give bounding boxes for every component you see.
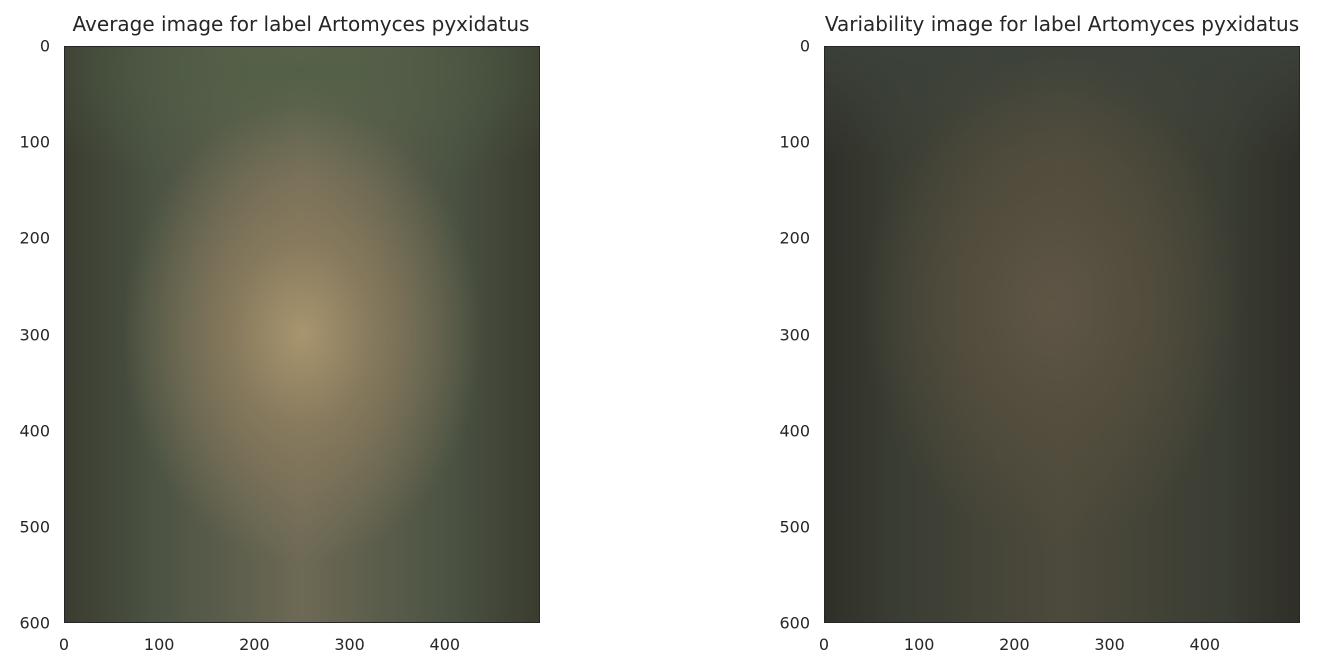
variability-image — [825, 47, 1299, 622]
y-tick-label: 300 — [779, 325, 810, 344]
x-tick-label: 200 — [999, 635, 1030, 654]
y-tick-label: 400 — [19, 421, 50, 441]
average-image-panel: Average image for label Artomyces pyxida… — [0, 0, 640, 671]
y-tick-label: 500 — [19, 517, 50, 537]
y-tick-label: 100 — [779, 132, 810, 152]
y-tick-label: 400 — [779, 421, 810, 441]
y-tick-label: 600 — [779, 613, 810, 633]
chart-title: Variability image for label Artomyces py… — [824, 12, 1300, 36]
x-tick-label: 300 — [1094, 635, 1125, 654]
variability-image-plot — [824, 46, 1300, 623]
average-image — [65, 47, 539, 622]
chart-title: Average image for label Artomyces pyxida… — [72, 12, 530, 36]
x-tick-label: 100 — [903, 635, 935, 654]
x-tick-label: 300 — [334, 635, 365, 654]
y-tick-label: 0 — [39, 36, 50, 56]
x-tick-label: 400 — [1189, 635, 1221, 654]
x-tick-label: 0 — [818, 635, 830, 654]
y-tick-label: 200 — [779, 228, 810, 248]
y-tick-label: 500 — [779, 517, 810, 537]
x-tick-label: 0 — [58, 635, 70, 654]
average-image-plot — [64, 46, 540, 623]
y-tick-label: 0 — [799, 36, 810, 56]
x-tick-label: 400 — [429, 635, 461, 654]
x-tick-label: 200 — [239, 635, 270, 654]
y-tick-label: 300 — [19, 325, 50, 344]
x-tick-label: 100 — [143, 635, 175, 654]
y-tick-label: 200 — [19, 228, 50, 248]
y-tick-label: 600 — [19, 613, 50, 633]
y-tick-label: 100 — [19, 132, 50, 152]
